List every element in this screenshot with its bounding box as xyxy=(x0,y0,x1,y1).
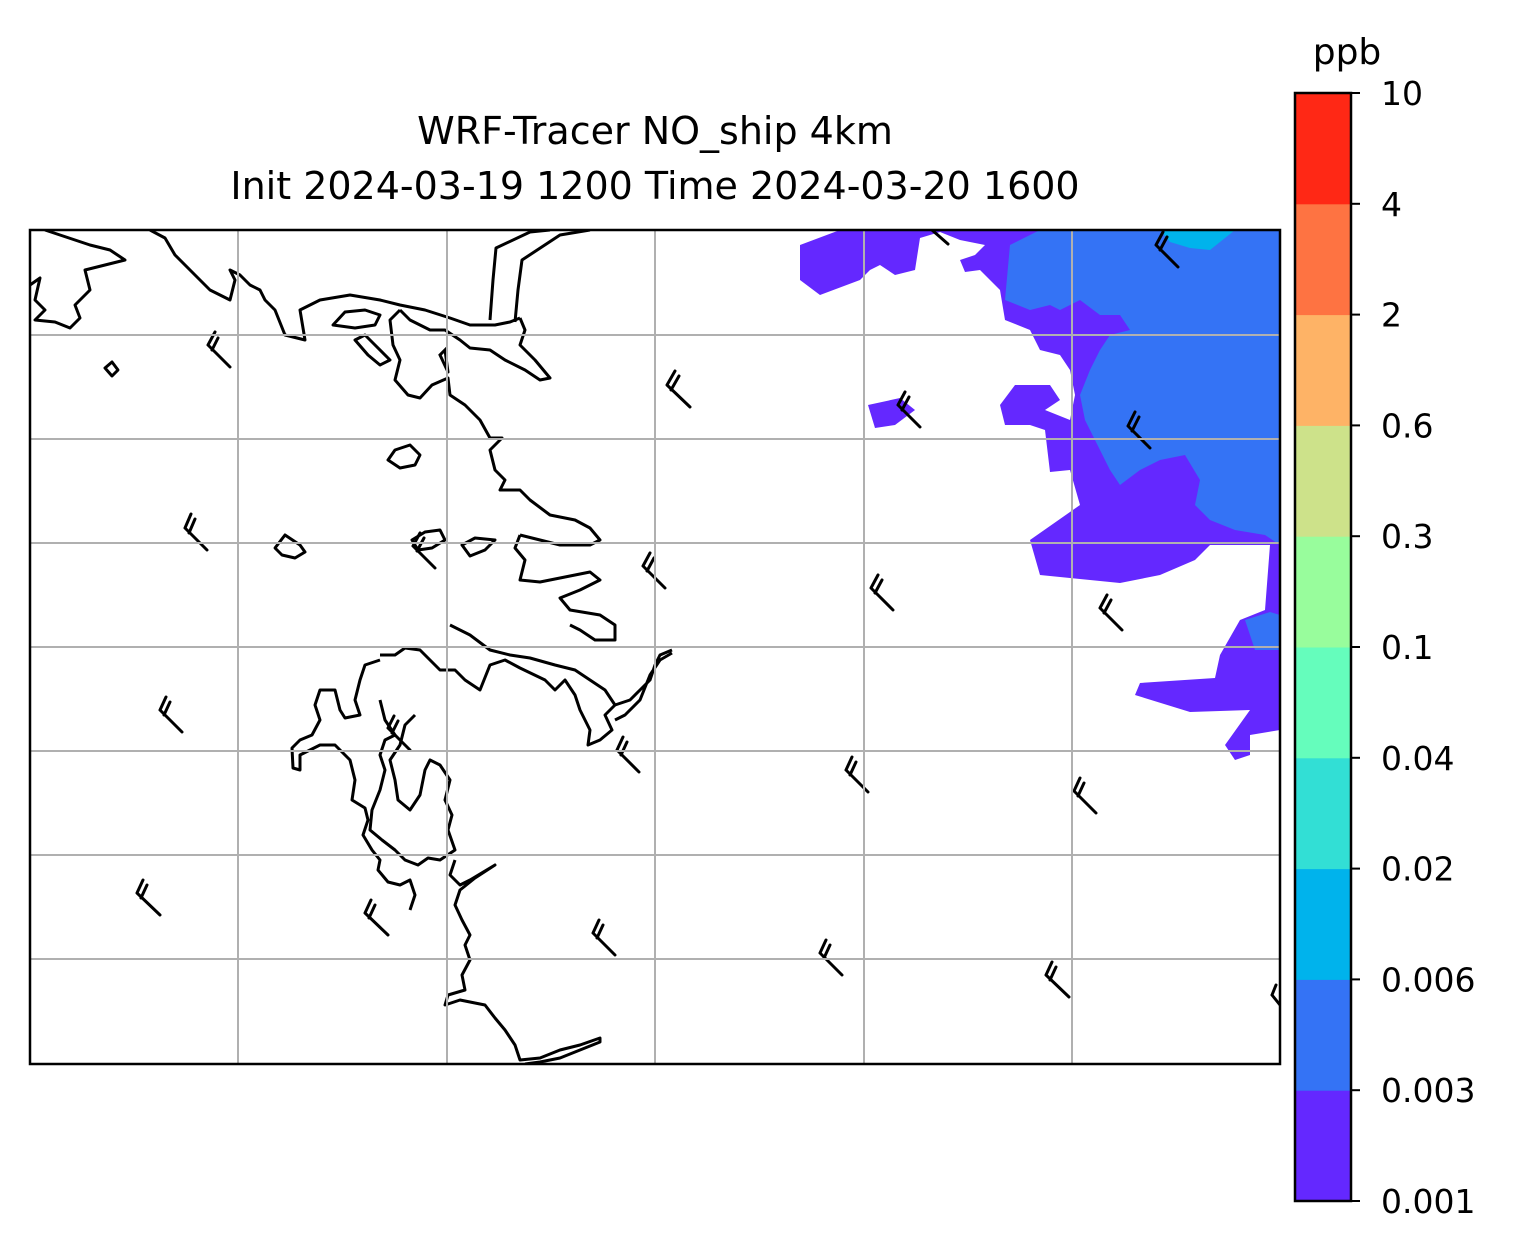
coastline-upper-mainland xyxy=(149,230,521,342)
colorbar-segment xyxy=(1295,979,1351,1091)
wind-barb xyxy=(665,369,692,409)
gridlines xyxy=(30,230,1280,1064)
coastline-peninsula-mid xyxy=(513,534,617,642)
colorbar-tick-label: 0.3 xyxy=(1381,517,1433,556)
coastline-north-shore xyxy=(30,230,127,330)
wind-barb xyxy=(1154,230,1180,269)
colorbar-tick-label: 0.04 xyxy=(1381,739,1454,778)
wind-barb xyxy=(930,230,950,246)
colorbar-unit-label: ppb xyxy=(1313,32,1382,73)
wind-barb xyxy=(386,714,412,752)
map-area xyxy=(30,230,1280,1064)
colorbar-tick-label: 0.6 xyxy=(1381,406,1433,445)
colorbar-tick-label: 0.001 xyxy=(1381,1182,1475,1221)
wind-barb xyxy=(591,918,617,957)
colorbar-tick-label: 0.003 xyxy=(1381,1071,1475,1110)
colorbar-tick-label: 0.1 xyxy=(1381,628,1433,667)
colorbar-tick-label: 0.02 xyxy=(1381,850,1454,889)
coastline-lower-mainland xyxy=(380,623,617,747)
wind-barb xyxy=(818,938,844,977)
wind-barb xyxy=(158,695,184,734)
concentration-field xyxy=(800,230,1280,760)
colorbar-segment xyxy=(1295,868,1351,980)
colorbar xyxy=(1295,93,1351,1202)
coastline-river-channel xyxy=(488,230,591,323)
coastline-southern-coast xyxy=(443,859,602,1064)
colorbar-segment xyxy=(1295,93,1351,205)
colorbar-tick-label: 4 xyxy=(1381,185,1402,224)
wind-barb xyxy=(896,390,922,429)
wind-barbs xyxy=(135,230,1280,1007)
wind-barb xyxy=(1270,983,1280,1007)
coastline-central-south xyxy=(368,699,457,867)
field-level-2 xyxy=(1005,230,1280,545)
wind-barb xyxy=(1044,960,1071,999)
wind-barb xyxy=(183,512,209,552)
island-4 xyxy=(386,443,422,470)
map-title-line1: WRF-Tracer NO_ship 4km xyxy=(417,109,893,153)
island-1 xyxy=(331,308,382,330)
colorbar-segment xyxy=(1295,203,1351,316)
wind-barb xyxy=(206,330,232,369)
coastline-inlet-east xyxy=(614,648,673,722)
colorbar-segment xyxy=(1295,647,1351,759)
island-3 xyxy=(103,360,120,378)
wind-barb xyxy=(1126,410,1152,450)
field-level-3 xyxy=(1160,230,1235,250)
wind-barb xyxy=(869,573,895,612)
colorbar-tick-label: 2 xyxy=(1381,296,1402,335)
colorbar-segment xyxy=(1295,1090,1351,1202)
colorbar-segment xyxy=(1295,536,1351,648)
coastline-peninsula-upper xyxy=(388,308,602,547)
wind-barb xyxy=(615,735,641,774)
colorbar-tick-label: 10 xyxy=(1381,74,1423,113)
island-2 xyxy=(353,333,392,367)
field-level-2-patch xyxy=(1245,612,1280,650)
colorbar-segment xyxy=(1295,757,1351,870)
coastline-southwest-peninsula xyxy=(290,658,417,911)
colorbar-segment xyxy=(1295,425,1351,537)
wind-barb xyxy=(363,898,390,937)
wind-barb xyxy=(135,878,162,917)
island-5 xyxy=(273,533,307,560)
colorbar-tick-label: 0.006 xyxy=(1381,960,1475,999)
coastline-inner-bay xyxy=(398,308,552,382)
coastlines xyxy=(30,230,673,1064)
map-frame xyxy=(28,228,1282,1066)
map-title-line2: Init 2024-03-19 1200 Time 2024-03-20 160… xyxy=(230,164,1080,208)
wind-barb xyxy=(1072,776,1098,815)
colorbar-ticks: 0.001 0.003 0.006 0.02 0.04 0.1 0.3 0.6 2 4 10 xyxy=(1351,74,1475,1221)
colorbar-segment xyxy=(1295,314,1351,426)
island-7 xyxy=(460,536,497,558)
wind-barb xyxy=(1098,593,1124,632)
